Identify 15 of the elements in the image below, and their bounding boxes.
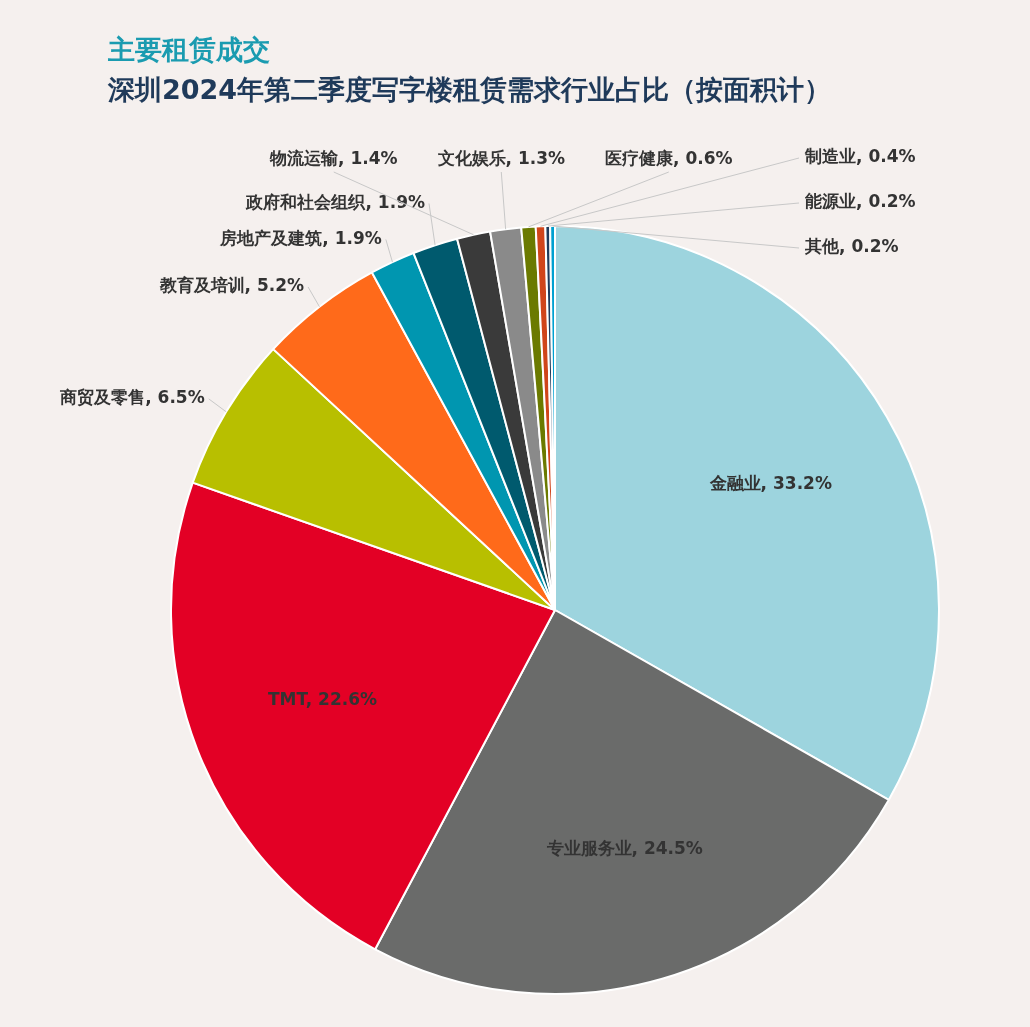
slice-label: 其他, 0.2%: [804, 236, 899, 257]
slice-label: 制造业, 0.4%: [804, 146, 916, 167]
chart-subtitle: 深圳2024年第二季度写字楼租赁需求行业占比（按面积计）: [108, 73, 832, 107]
slice-label: 商贸及零售, 6.5%: [59, 387, 205, 408]
slice-label: 教育及培训, 5.2%: [158, 275, 305, 296]
slice-label: 物流运输, 1.4%: [269, 148, 398, 169]
slice-label: 能源业, 0.2%: [805, 191, 916, 212]
slice-label: 政府和社会组织, 1.9%: [245, 191, 425, 212]
slice-label: 文化娱乐, 1.3%: [436, 148, 566, 169]
chart-title: 主要租赁成交: [108, 33, 270, 67]
slice-label: 专业服务业, 24.5%: [545, 838, 703, 859]
slice-label: 金融业, 33.2%: [708, 472, 832, 493]
slice-label: 房地产及建筑, 1.9%: [219, 227, 382, 248]
slice-label: TMT, 22.6%: [268, 689, 378, 710]
slice-label: 医疗健康, 0.6%: [605, 148, 733, 169]
